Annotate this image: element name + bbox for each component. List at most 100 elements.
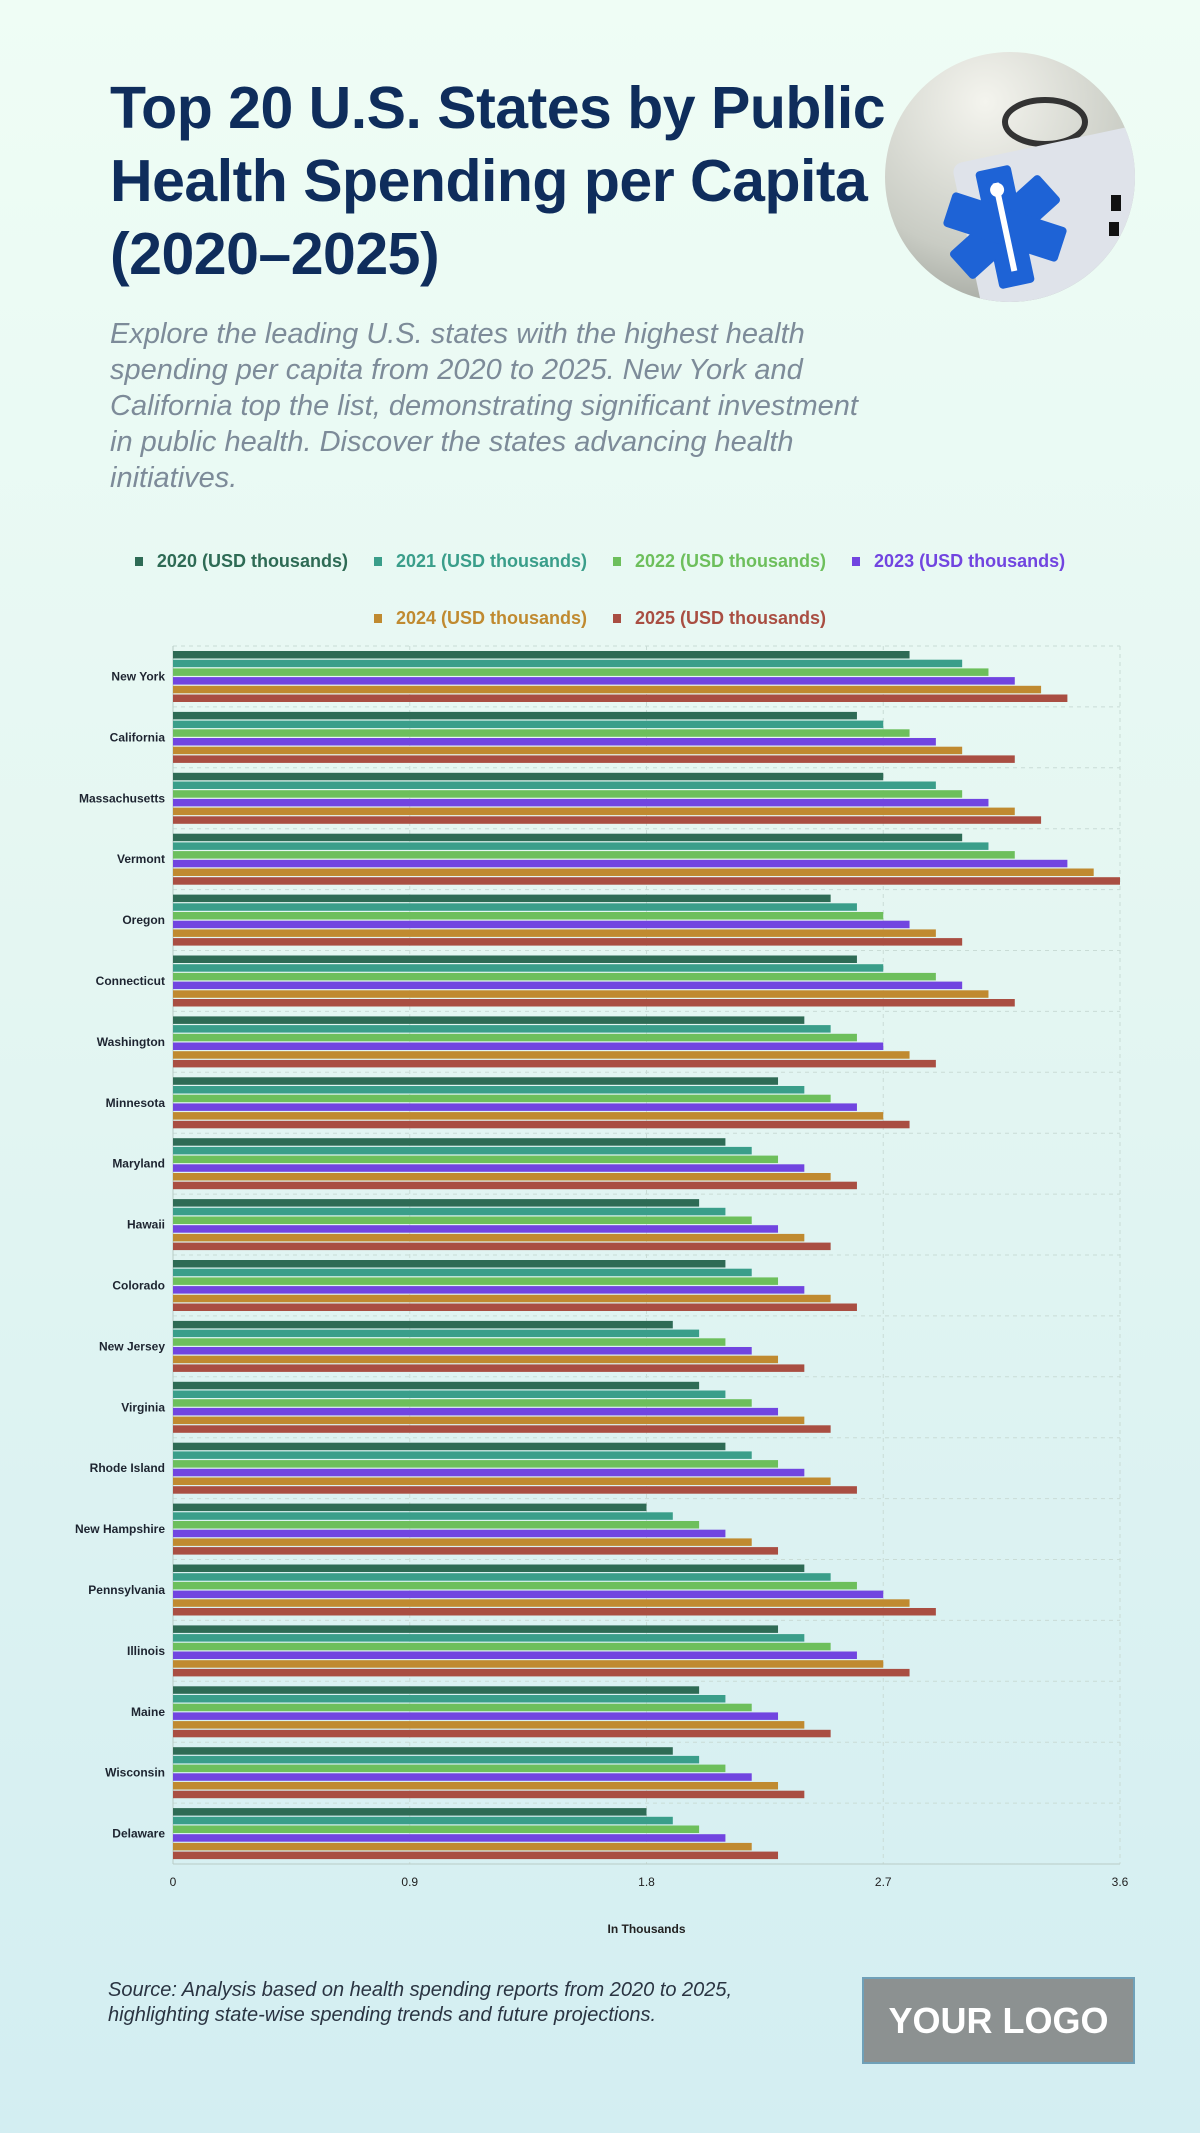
bar-delaware-2021 <box>173 1816 673 1825</box>
bar-washington-2022 <box>173 1033 857 1042</box>
bar-wisconsin-2025 <box>173 1790 805 1799</box>
bar-vermont-2023 <box>173 859 1068 868</box>
bar-connecticut-2023 <box>173 981 963 990</box>
y-category-label: Massachusetts <box>79 791 165 805</box>
bar-maryland-2020 <box>173 1138 726 1146</box>
bar-delaware-2025 <box>173 1851 779 1860</box>
bar-california-2023 <box>173 738 936 746</box>
bar-colorado-2025 <box>173 1303 857 1311</box>
bar-illinois-2024 <box>173 1660 884 1668</box>
bar-wisconsin-2021 <box>173 1755 700 1764</box>
bar-connecticut-2022 <box>173 972 936 981</box>
y-category-label: Hawaii <box>127 1218 165 1232</box>
bar-massachusetts-2025 <box>173 816 1042 824</box>
bar-rhode-island-2022 <box>173 1460 779 1468</box>
legend-item-2024[interactable]: 2024 (USD thousands) <box>373 608 587 629</box>
bar-oregon-2021 <box>173 903 857 911</box>
bar-virginia-2022 <box>173 1399 752 1407</box>
bar-colorado-2023 <box>173 1286 805 1294</box>
bar-maine-2020 <box>173 1686 700 1694</box>
bar-california-2024 <box>173 746 963 755</box>
legend-row-1: 2020 (USD thousands) 2021 (USD thousands… <box>0 551 1200 572</box>
legend-label: 2020 (USD thousands) <box>156 551 348 571</box>
bar-rhode-island-2024 <box>173 1477 831 1485</box>
bar-minnesota-2024 <box>173 1112 884 1120</box>
x-tick-label: 2.7 <box>875 1875 892 1889</box>
bar-virginia-2025 <box>173 1425 831 1433</box>
bar-colorado-2020 <box>173 1260 726 1268</box>
bar-maryland-2022 <box>173 1155 779 1164</box>
bar-maryland-2025 <box>173 1181 857 1190</box>
bar-new-york-2024 <box>173 685 1042 694</box>
bar-hawaii-2020 <box>173 1199 700 1207</box>
legend-swatch <box>613 557 621 566</box>
legend-item-2023[interactable]: 2023 (USD thousands) <box>852 551 1065 572</box>
bar-pennsylvania-2025 <box>173 1608 936 1616</box>
bar-new-hampshire-2020 <box>173 1503 647 1512</box>
bar-maine-2022 <box>173 1703 752 1712</box>
bar-washington-2023 <box>173 1042 884 1050</box>
bar-minnesota-2020 <box>173 1077 779 1085</box>
bar-minnesota-2021 <box>173 1086 805 1094</box>
legend-swatch <box>852 557 861 566</box>
bar-minnesota-2025 <box>173 1120 910 1129</box>
bar-pennsylvania-2021 <box>173 1573 831 1581</box>
page-title: Top 20 U.S. States by Public Health Spen… <box>110 75 886 287</box>
bar-wisconsin-2020 <box>173 1747 673 1755</box>
bar-delaware-2020 <box>173 1808 647 1816</box>
bar-vermont-2022 <box>173 851 1015 859</box>
y-category-label: New York <box>111 670 165 684</box>
bar-minnesota-2023 <box>173 1103 857 1111</box>
bar-oregon-2023 <box>173 920 910 929</box>
bar-vermont-2024 <box>173 868 1094 876</box>
bar-maine-2023 <box>173 1712 779 1720</box>
bar-massachusetts-2024 <box>173 807 1015 816</box>
bar-new-hampshire-2025 <box>173 1547 779 1555</box>
bar-virginia-2024 <box>173 1416 805 1425</box>
bar-connecticut-2021 <box>173 964 884 972</box>
bar-virginia-2020 <box>173 1381 700 1390</box>
page-subtitle: Explore the leading U.S. states with the… <box>110 318 858 494</box>
bar-maryland-2024 <box>173 1173 831 1181</box>
legend-swatch <box>134 557 143 566</box>
x-tick-label: 3.6 <box>1112 1875 1129 1889</box>
bar-massachusetts-2023 <box>173 798 989 807</box>
y-category-label: Washington <box>97 1035 165 1049</box>
bar-washington-2021 <box>173 1025 831 1033</box>
y-category-label: Virginia <box>121 1400 165 1414</box>
bar-new-york-2023 <box>173 677 1015 685</box>
bar-rhode-island-2021 <box>173 1451 752 1459</box>
bar-illinois-2023 <box>173 1651 857 1659</box>
bar-pennsylvania-2020 <box>173 1564 805 1572</box>
bar-maine-2025 <box>173 1729 831 1738</box>
bar-vermont-2025 <box>173 877 1120 885</box>
legend-item-2022[interactable]: 2022 (USD thousands) <box>613 551 826 572</box>
bar-new-jersey-2022 <box>173 1338 726 1346</box>
bar-hawaii-2025 <box>173 1242 831 1251</box>
y-category-label: Wisconsin <box>105 1766 165 1780</box>
bar-connecticut-2025 <box>173 999 1015 1007</box>
bar-maine-2021 <box>173 1695 726 1703</box>
legend-item-2021[interactable]: 2021 (USD thousands) <box>373 551 587 572</box>
bar-oregon-2024 <box>173 929 936 937</box>
legend-item-2025[interactable]: 2025 (USD thousands) <box>613 608 826 629</box>
legend-item-2020[interactable]: 2020 (USD thousands) <box>134 551 348 572</box>
y-category-label: Vermont <box>117 852 165 866</box>
x-tick-label: 0.9 <box>401 1875 418 1889</box>
bar-illinois-2021 <box>173 1634 805 1642</box>
bar-new-jersey-2021 <box>173 1329 700 1338</box>
bar-new-york-2025 <box>173 694 1068 702</box>
source-note: Source: Analysis based on health spendin… <box>108 1979 733 2026</box>
bar-pennsylvania-2024 <box>173 1599 910 1607</box>
x-axis-title: In Thousands <box>608 1922 686 1936</box>
bar-oregon-2020 <box>173 894 831 903</box>
bar-washington-2020 <box>173 1016 805 1024</box>
bar-rhode-island-2025 <box>173 1486 857 1494</box>
y-category-label: Illinois <box>127 1644 165 1658</box>
y-category-label: Rhode Island <box>90 1461 165 1475</box>
bar-new-hampshire-2022 <box>173 1521 700 1529</box>
bar-new-york-2021 <box>173 659 963 668</box>
bar-pennsylvania-2023 <box>173 1590 884 1599</box>
bar-pennsylvania-2022 <box>173 1581 857 1590</box>
legend-label: 2024 (USD thousands) <box>395 608 587 628</box>
